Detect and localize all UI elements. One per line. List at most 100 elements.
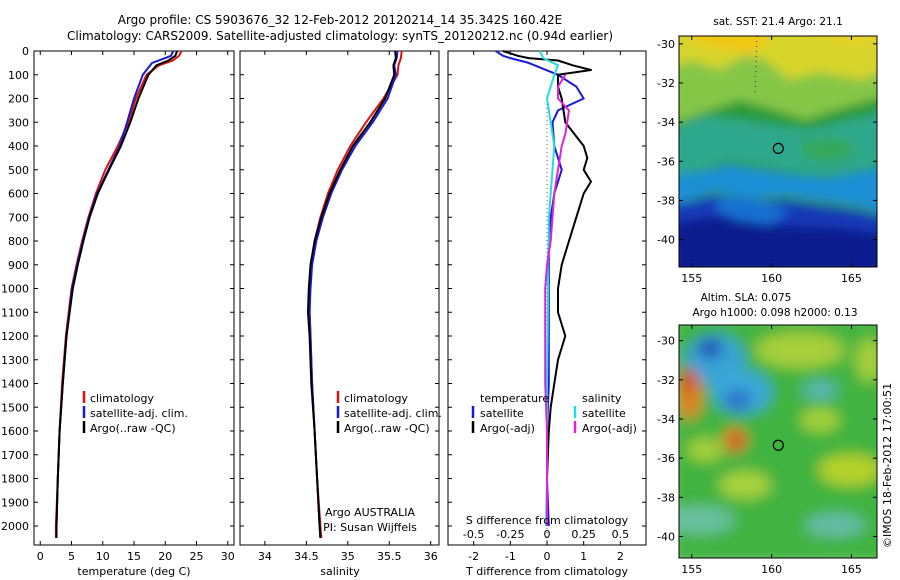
- salinity-legend: climatology satellite-adj. clim. Argo(..…: [336, 391, 442, 435]
- x-tick-label: 0: [544, 550, 551, 563]
- x-tick-label: 34.5: [294, 550, 319, 563]
- y-tick-label: 1600: [1, 425, 29, 438]
- temperature-panel: 0100200300400500600700800900100011001200…: [1, 45, 235, 578]
- legend-label-satellite: satellite-adj. clim.: [90, 407, 188, 420]
- x2-tick-label: 0.5: [612, 528, 630, 541]
- map-x-tick-label: 165: [841, 272, 862, 285]
- y-tick-label: 1700: [1, 449, 29, 462]
- map-y-tick-label: -32: [657, 77, 675, 90]
- legend-label-s-satellite: satellite: [582, 407, 626, 420]
- map-y-tick-label: -30: [657, 335, 675, 348]
- x-tick-label: 1: [580, 550, 587, 563]
- legend-label-argo: Argo(..raw -QC): [90, 422, 176, 435]
- sst-map-title: sat. SST: 21.4 Argo: 21.1: [713, 16, 843, 28]
- y-tick-label: 1900: [1, 496, 29, 509]
- x-tick-label: 25: [190, 550, 204, 563]
- series-line-t-satellite: [495, 50, 585, 527]
- sst-heatmap: [679, 36, 877, 267]
- temperature-plot-area: [33, 50, 235, 546]
- y-tick-label: 700: [8, 211, 29, 224]
- y-tick-label: 900: [8, 259, 29, 272]
- series-line-argo-raw-qc-: [307, 50, 397, 538]
- map-y-tick-label: -38: [657, 491, 675, 504]
- y-tick-label: 1800: [1, 473, 29, 486]
- x-tick-label: -1: [505, 550, 516, 563]
- x-tick-label: 36: [424, 550, 438, 563]
- map-x-tick-label: 160: [761, 272, 782, 285]
- x-tick-label: 15: [127, 550, 141, 563]
- legend-label-argo: Argo(..raw -QC): [344, 422, 430, 435]
- argo-pi-label: PI: Susan Wijffels: [323, 521, 417, 534]
- y-tick-label: 100: [8, 69, 29, 82]
- legend-label-t-argo: Argo(-adj): [480, 422, 535, 435]
- legend-label-climatology: climatology: [344, 392, 408, 405]
- difference-legend: temperature salinity satellite Argo(-adj…: [471, 392, 637, 435]
- sst-map-frame: [678, 35, 878, 268]
- map-x-tick-label: 165: [841, 563, 862, 576]
- figure-title-line2: Climatology: CARS2009. Satellite-adjuste…: [67, 29, 613, 43]
- y-tick-label: 1400: [1, 378, 29, 391]
- x-tick-label: 30: [221, 550, 235, 563]
- x-tick-label: 35: [341, 550, 355, 563]
- y-tick-label: 400: [8, 140, 29, 153]
- x-tick-label: -2: [468, 550, 479, 563]
- series-line-t-argo-adj-: [502, 50, 592, 526]
- y-tick-label: 1300: [1, 354, 29, 367]
- y-tick-label: 800: [8, 235, 29, 248]
- difference-xlabel-temperature: T difference from climatology: [465, 565, 628, 578]
- legend-title-salinity: salinity: [582, 392, 622, 405]
- y-tick-label: 2000: [1, 520, 29, 533]
- map-y-tick-label: -32: [657, 374, 675, 387]
- y-tick-label: 1100: [1, 306, 29, 319]
- x-tick-label: 20: [158, 550, 172, 563]
- x2-tick-label: 0.25: [571, 528, 596, 541]
- x-tick-label: 2: [617, 550, 624, 563]
- legend-label-climatology: climatology: [90, 392, 154, 405]
- map-x-tick-label: 160: [761, 563, 782, 576]
- sla-map-title: Altim. SLA: 0.075: [701, 292, 792, 304]
- difference-panel: -2 -1 0 1 2 -0.5 -0.25 0 0.25 0.5 S difference fr…: [447, 50, 647, 578]
- legend-title-temperature: temperature: [480, 392, 549, 405]
- x2-tick-label: -0.25: [496, 528, 524, 541]
- salinity-xlabel: salinity: [320, 565, 360, 578]
- map-y-tick-label: -38: [657, 194, 675, 207]
- legend-label-satellite: satellite-adj. clim.: [344, 407, 442, 420]
- map-y-tick-label: -30: [657, 38, 675, 51]
- x-tick-label: 10: [96, 550, 110, 563]
- y-tick-label: 500: [8, 164, 29, 177]
- series-line-s-satellite: [538, 50, 559, 527]
- map-y-tick-label: -36: [657, 452, 675, 465]
- x-tick-label: 0: [37, 550, 44, 563]
- map-y-tick-label: -40: [657, 530, 675, 543]
- map-y-tick-label: -36: [657, 155, 675, 168]
- series-line-argo-raw-qc-: [55, 50, 179, 538]
- x-tick-label: 35.5: [377, 550, 402, 563]
- map-y-tick-label: -34: [657, 116, 675, 129]
- difference-xlabel-salinity: S difference from climatology: [466, 514, 629, 527]
- series-line-s-argo-adj-: [544, 74, 570, 526]
- x-tick-label: 34: [258, 550, 272, 563]
- map-y-tick-label: -34: [657, 413, 675, 426]
- y-tick-label: 1000: [1, 283, 29, 296]
- y-tick-label: 200: [8, 93, 29, 106]
- sla-map-title2: Argo h1000: 0.098 h2000: 0.13: [692, 307, 857, 319]
- sla-argo-location-marker: [772, 439, 784, 451]
- sst-map-panel: sat. SST: 21.4 Argo: 21.1 155 160 165 -30 -3…: [657, 16, 878, 285]
- y-tick-label: 600: [8, 188, 29, 201]
- x2-tick-label: 0: [544, 528, 551, 541]
- y-tick-label: 1200: [1, 330, 29, 343]
- map-y-tick-label: -40: [657, 234, 675, 247]
- y-tick-label: 0: [22, 45, 29, 58]
- sla-heatmap: [679, 325, 877, 558]
- figure-title-line1: Argo profile: CS 5903676_32 12-Feb-2012 …: [118, 13, 563, 27]
- map-x-tick-label: 155: [681, 563, 702, 576]
- legend-label-s-argo: Argo(-adj): [582, 422, 637, 435]
- temperature-xlabel: temperature (deg C): [77, 565, 190, 578]
- sla-map-frame: [678, 324, 878, 559]
- argo-program-label: Argo AUSTRALIA: [325, 506, 415, 519]
- temperature-legend: climatology satellite-adj. clim. Argo(..…: [82, 391, 188, 435]
- salinity-panel: 34 34.5 35 35.5 36 salinity climatology sate…: [239, 50, 442, 578]
- imos-credit: ©IMOS 18-Feb-2012 17:00:51: [881, 383, 894, 548]
- sla-map-panel: Altim. SLA: 0.075 Argo h1000: 0.098 h200…: [657, 292, 878, 576]
